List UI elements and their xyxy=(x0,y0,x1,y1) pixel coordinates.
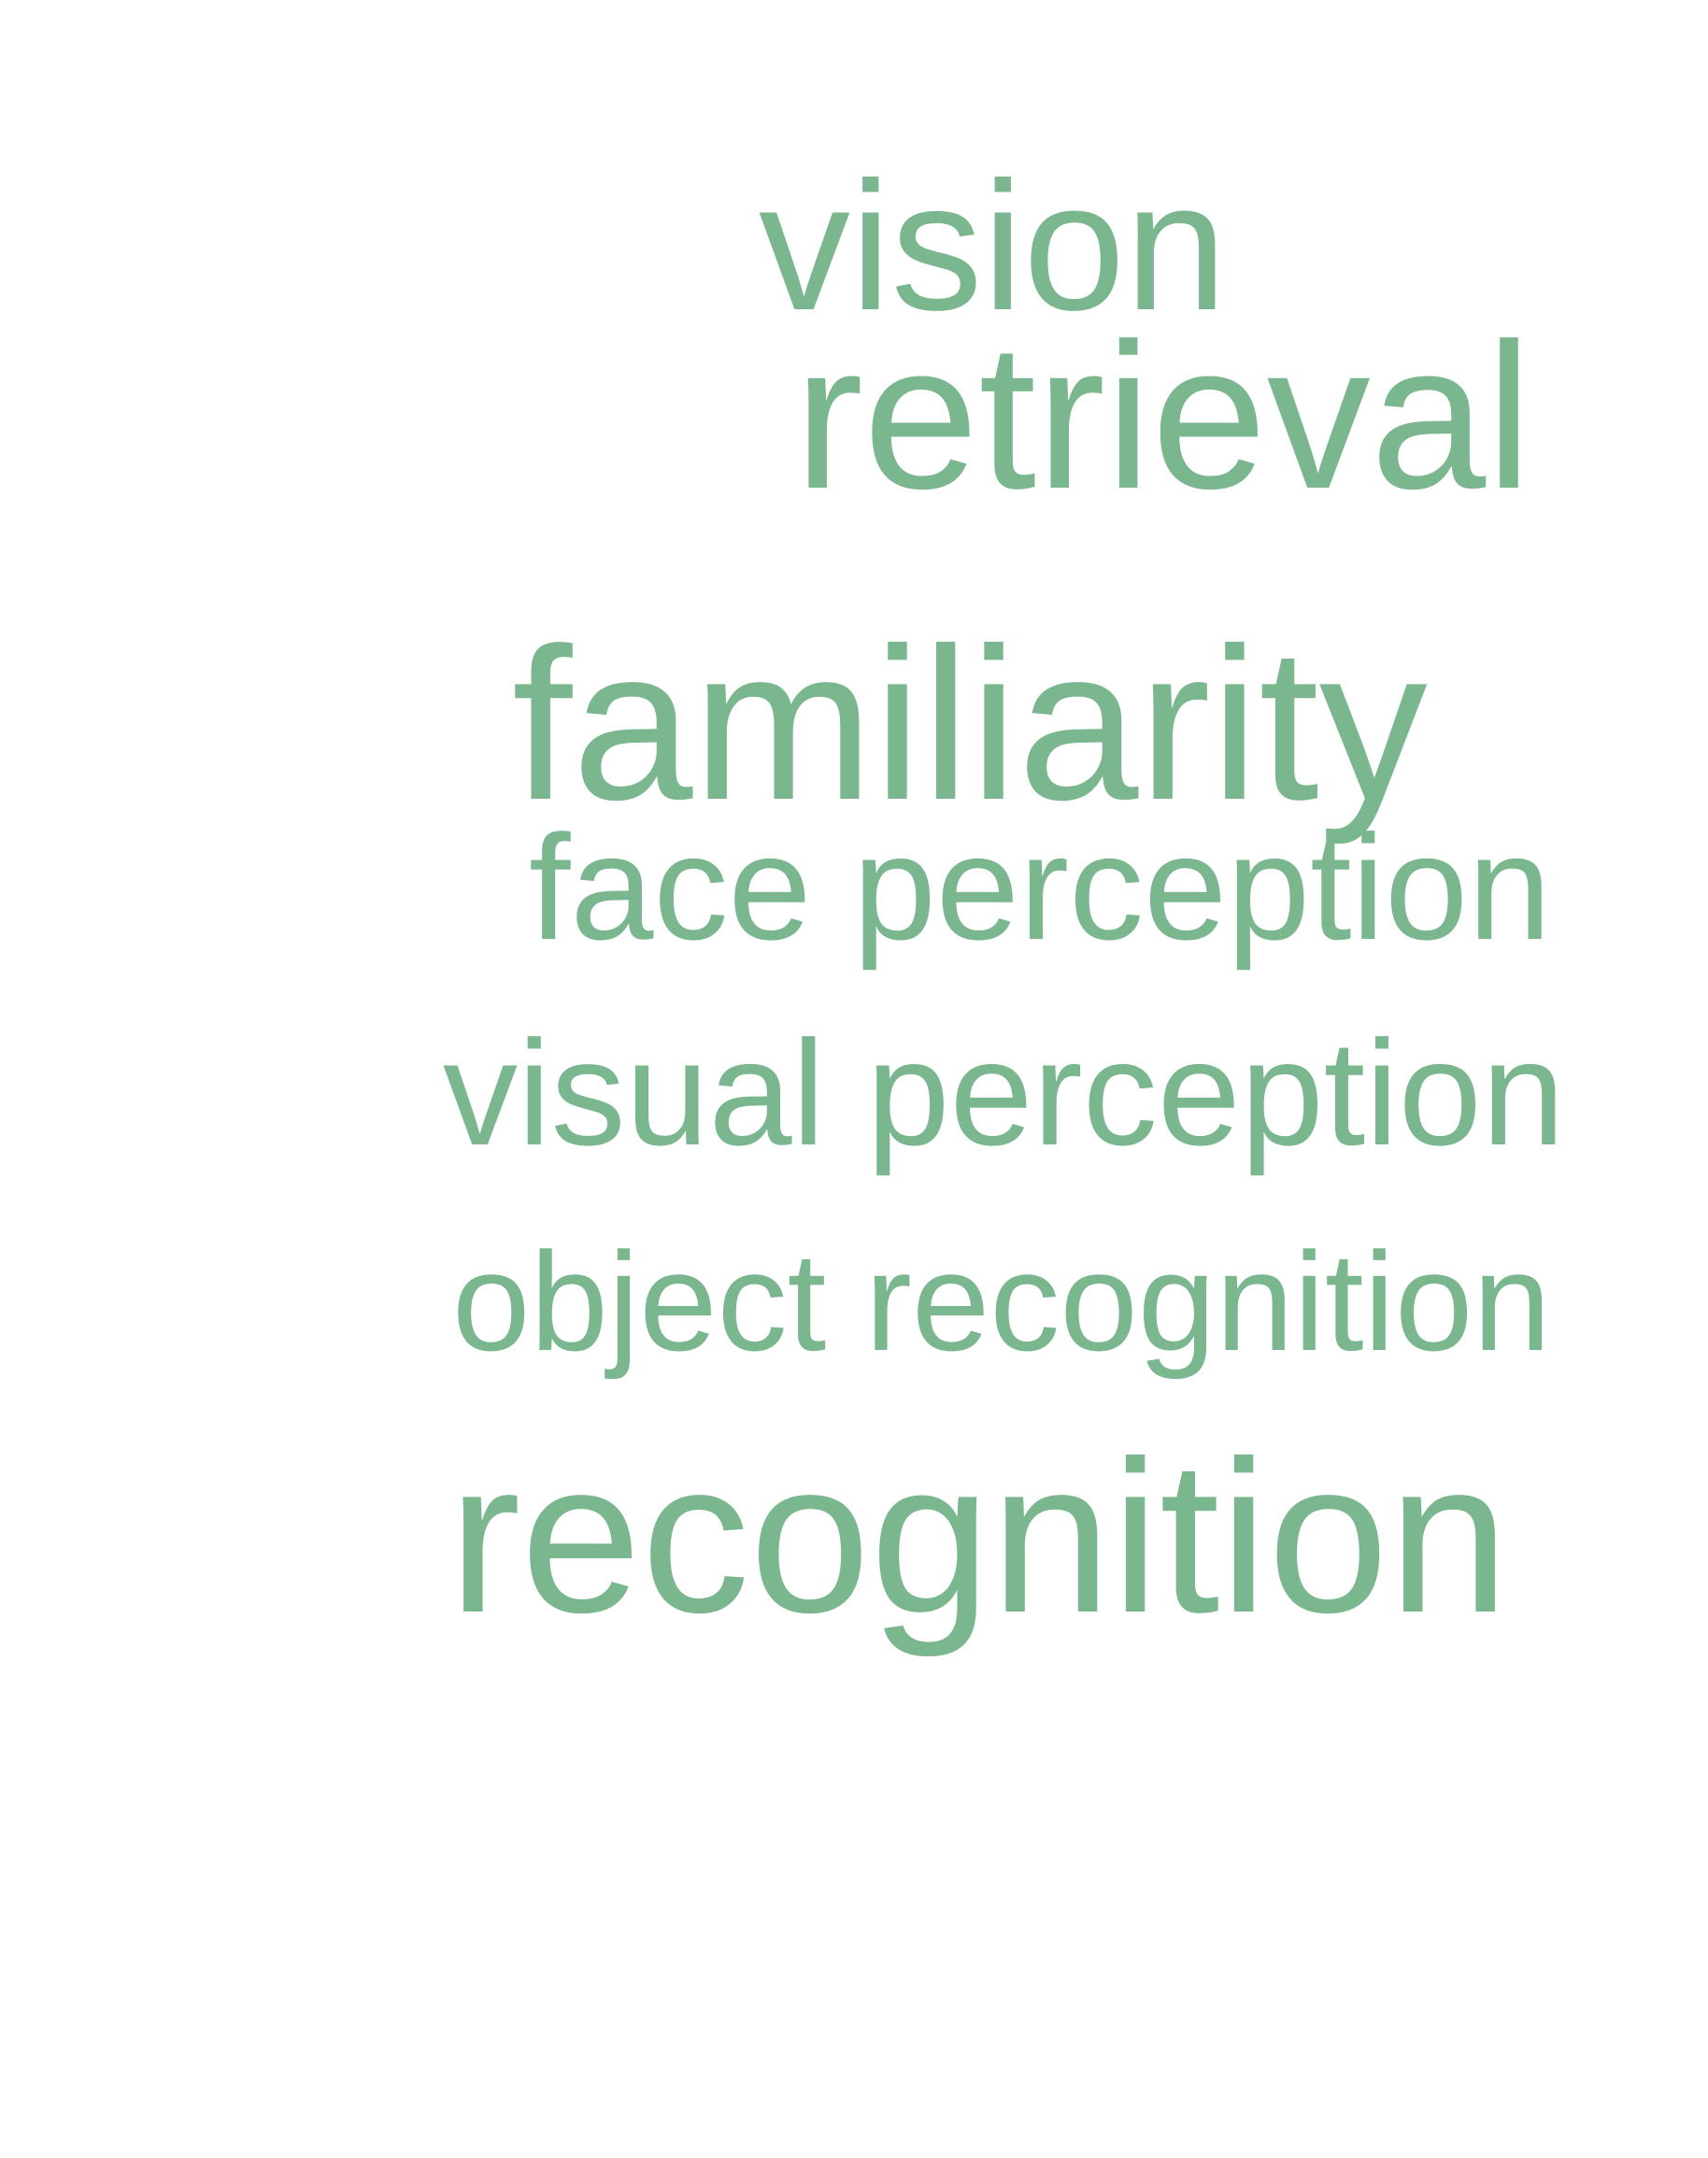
word-familiarity: familiarity xyxy=(512,603,1428,845)
word-recognition: recognition xyxy=(448,1416,1509,1658)
word-retrieval: retrieval xyxy=(794,301,1532,532)
word-visual-perception: visual perception xyxy=(443,1009,1565,1176)
word-object-recognition: object recognition xyxy=(452,1223,1551,1380)
word-face-perception: face perception xyxy=(529,803,1552,971)
word-vision: vision xyxy=(759,144,1228,348)
